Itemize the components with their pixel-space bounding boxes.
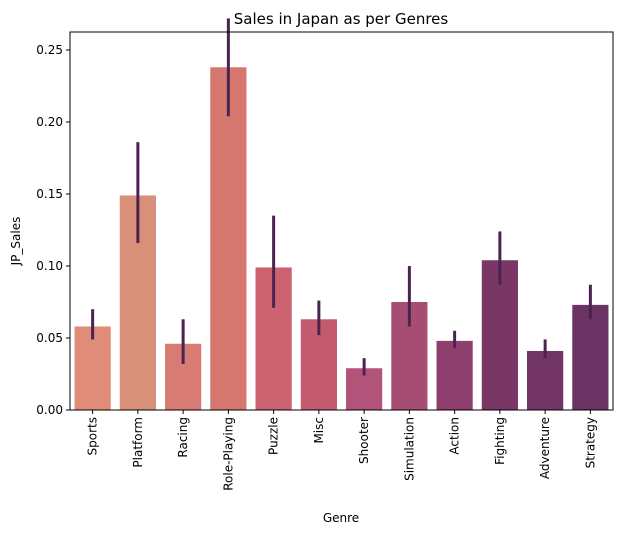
bar-fighting <box>481 260 518 410</box>
x-tick-label-adventure: Adventure <box>538 417 552 479</box>
bars-group <box>74 67 609 410</box>
plot-frame <box>69 31 614 411</box>
error-bars-group <box>91 18 592 376</box>
x-axis: Sports Platform Racing Role-Playing Puzzle Mi… <box>86 410 597 491</box>
y-axis: 0.00 0.05 0.10 0.15 0.20 0.25 <box>36 43 70 417</box>
x-tick-label-misc: Misc <box>312 417 326 444</box>
bar-action <box>436 340 473 410</box>
x-axis-title: Genre <box>323 511 359 525</box>
y-tick-label: 0.25 <box>36 43 63 57</box>
y-tick-label: 0.10 <box>36 259 63 273</box>
x-tick-label-racing: Racing <box>176 417 190 458</box>
chart-title: Sales in Japan as per Genres <box>234 10 449 28</box>
x-tick-label-puzzle: Puzzle <box>267 417 281 455</box>
y-tick-label: 0.05 <box>36 331 63 345</box>
bar-sports <box>74 326 111 410</box>
bar-strategy <box>572 304 609 410</box>
y-tick-label: 0.15 <box>36 187 63 201</box>
x-tick-label-strategy: Strategy <box>583 417 597 468</box>
y-tick-label: 0.20 <box>36 115 63 129</box>
x-tick-label-simulation: Simulation <box>402 417 416 481</box>
bar-adventure <box>527 350 564 410</box>
x-tick-label-fighting: Fighting <box>493 417 507 465</box>
x-tick-label-role-playing: Role-Playing <box>221 417 235 491</box>
x-tick-label-sports: Sports <box>86 417 100 455</box>
bar-role-playing <box>210 67 247 410</box>
x-tick-label-shooter: Shooter <box>357 417 371 464</box>
y-axis-title: JP_Sales <box>9 217 23 267</box>
x-tick-label-action: Action <box>448 417 462 455</box>
y-tick-label: 0.00 <box>36 403 63 417</box>
x-tick-label-platform: Platform <box>131 417 145 468</box>
